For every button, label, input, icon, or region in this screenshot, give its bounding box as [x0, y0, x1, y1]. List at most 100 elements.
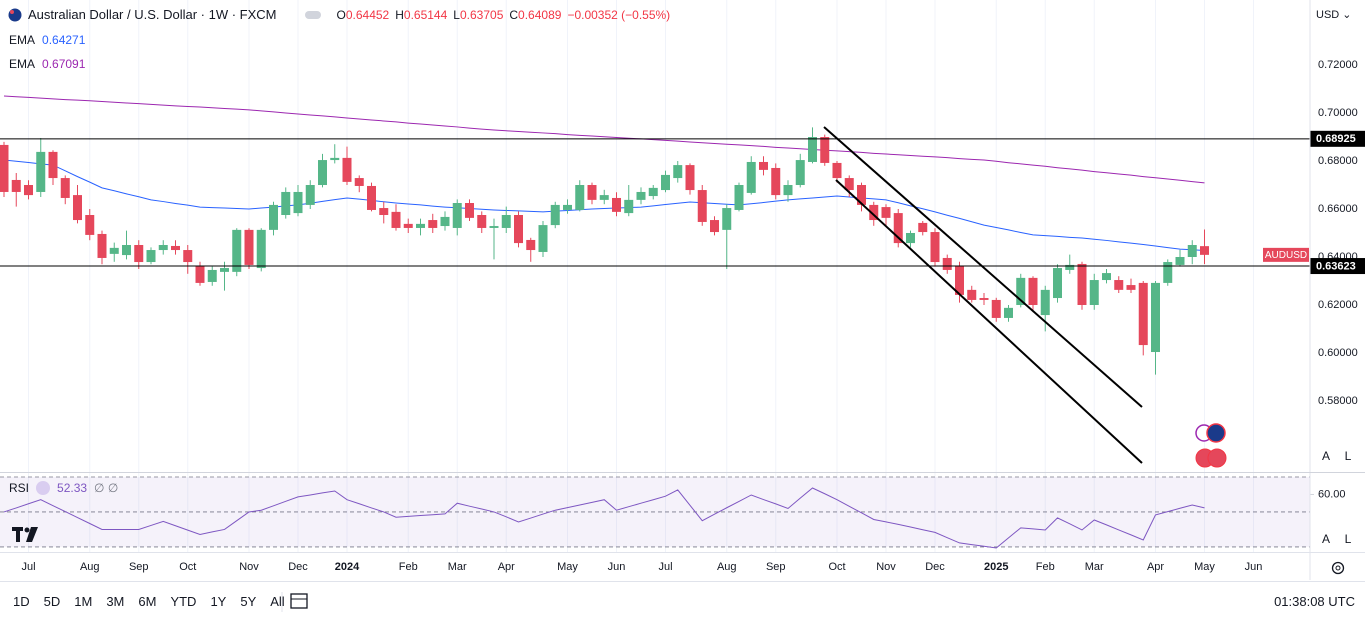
candle-body	[587, 185, 597, 200]
candle-body	[465, 203, 474, 218]
candle-body	[979, 298, 989, 300]
price-tag	[1310, 130, 1365, 147]
candle-body	[416, 223, 425, 228]
candle-body	[403, 223, 413, 228]
candle-body	[881, 207, 891, 218]
candle-body	[869, 204, 879, 221]
candle-body	[1028, 277, 1038, 305]
candle-body	[1004, 307, 1013, 318]
candle-body	[342, 157, 352, 182]
range-button[interactable]: 3M	[106, 594, 125, 609]
legend-name: EMA	[9, 57, 36, 71]
legend-value: 0.67091	[42, 57, 86, 71]
candle-body	[710, 220, 719, 233]
currency-button[interactable]: USD ⌄	[1316, 9, 1352, 21]
symbol-tag	[1263, 247, 1309, 262]
x-tick-label: Dec	[288, 561, 308, 573]
range-button[interactable]: 1M	[74, 594, 93, 609]
range-button[interactable]: 1D	[13, 594, 30, 609]
candle-body	[477, 215, 487, 228]
candle-body	[746, 161, 756, 193]
range-button[interactable]: 6M	[138, 594, 157, 609]
symbol-tag-label: AUDUSD	[1265, 250, 1307, 261]
candle-body	[832, 162, 842, 179]
candle-body	[930, 232, 940, 263]
x-tick-label: May	[557, 561, 578, 573]
ohlc-label: L	[453, 7, 460, 22]
tv-logo	[12, 527, 38, 542]
candle-body	[207, 269, 217, 282]
rsi-icon[interactable]	[36, 481, 51, 495]
gear[interactable]	[1331, 561, 1345, 575]
currency[interactable]: USD	[1316, 9, 1340, 21]
x-tick-label: Dec	[925, 561, 945, 573]
candle-body	[844, 178, 854, 191]
legend-value: 52.33	[57, 481, 88, 495]
candle-body	[734, 185, 744, 210]
x-tick-label: Jul	[658, 561, 672, 573]
settings-icon[interactable]	[1331, 561, 1345, 575]
candle-body	[1175, 256, 1185, 265]
candle-body	[1077, 263, 1087, 305]
range-button[interactable]: 1Y	[210, 594, 227, 609]
x-tick-label: Mar	[1085, 561, 1104, 573]
overlay-layer: 0.720000.700000.680000.660000.640000.620…	[0, 59, 1365, 573]
x-tick-label: 2025	[984, 561, 1008, 573]
au-flag	[1206, 423, 1226, 443]
y-tick-label: 0.70000	[1318, 107, 1358, 119]
log-scale-button[interactable]: L	[1344, 449, 1352, 463]
ohlc-item: O0.64452	[337, 8, 390, 22]
clock: 01:38:08 UTC	[1274, 594, 1355, 609]
candle-body	[11, 179, 21, 192]
plot-layer	[0, 95, 1209, 549]
x-tick-label: Jun	[1245, 561, 1263, 573]
y-tick-label: 60.00	[1318, 488, 1346, 500]
price-tag-label: 0.63623	[1316, 260, 1356, 272]
candle-body	[783, 185, 793, 196]
range-button[interactable]: All	[270, 594, 285, 609]
candle-body	[379, 208, 389, 216]
candle-body	[269, 204, 278, 230]
candle-body	[661, 174, 670, 191]
trend-line-upper	[823, 126, 1143, 408]
candle-body	[1200, 246, 1209, 255]
symbol-title: Australian Dollar / U.S. Dollar · 1W · F…	[28, 7, 277, 22]
candle-body	[1040, 289, 1050, 316]
ohlc-item: C0.64089	[509, 8, 561, 22]
candle-body	[1089, 280, 1099, 305]
auto-scale-button[interactable]: A	[1321, 449, 1330, 463]
ohlc-value: 0.63705	[459, 7, 504, 22]
candle-body	[97, 233, 107, 258]
calendar[interactable]	[290, 593, 308, 609]
candle-body	[1138, 282, 1148, 346]
candle-body	[563, 204, 572, 210]
auto-scale-button[interactable]: A	[1321, 532, 1330, 546]
logo-part	[24, 527, 30, 533]
range-button[interactable]: 5D	[43, 594, 61, 609]
candle-body	[85, 215, 95, 235]
candle-body	[0, 144, 9, 192]
x-tick-label: Nov	[239, 561, 259, 573]
ohlc-label: H	[395, 7, 404, 22]
ohlc-item: H0.65144	[395, 8, 447, 22]
candle-body	[1065, 264, 1075, 270]
log-scale-button[interactable]: L	[1344, 532, 1352, 546]
candle-body	[305, 185, 315, 205]
candle-body	[514, 215, 523, 244]
range-button[interactable]: YTD	[170, 594, 197, 609]
hide-button[interactable]	[304, 10, 321, 19]
candle-body	[244, 229, 254, 265]
candle-body	[24, 185, 33, 196]
candle-body	[146, 250, 156, 263]
range-button[interactable]: 5Y	[240, 594, 257, 609]
candle-body	[648, 187, 658, 197]
x-tick-label: Apr	[1147, 561, 1164, 573]
candle-body	[367, 185, 376, 210]
ema-line	[3, 159, 1205, 251]
legend-value: 0.64271	[42, 33, 86, 47]
candle-body	[575, 185, 585, 210]
calendar-icon[interactable]	[290, 593, 308, 609]
ohlc-value: 0.64089	[518, 7, 562, 22]
candle-body	[489, 226, 499, 228]
